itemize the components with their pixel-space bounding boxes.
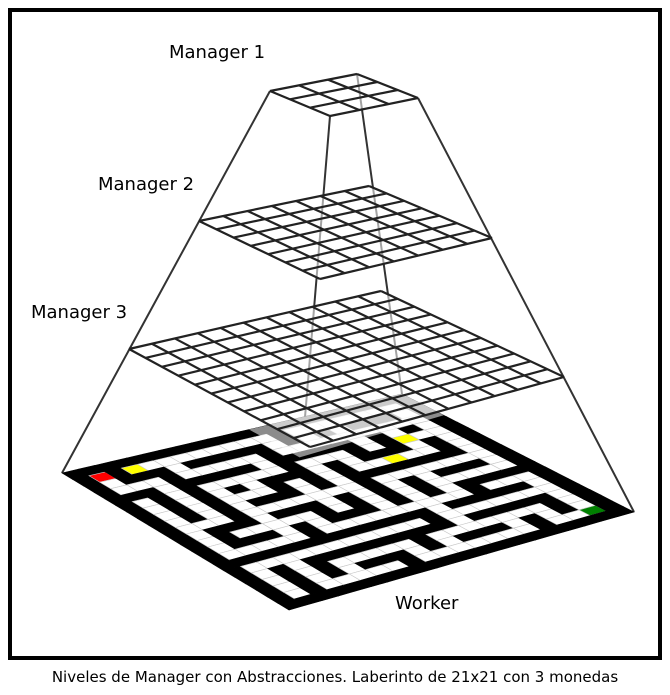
grid-line: [222, 215, 346, 275]
grid-plane: [129, 291, 564, 447]
grid-line: [265, 316, 450, 410]
grid-line: [298, 84, 360, 112]
grid-line: [293, 368, 548, 440]
pyramid-edge-L: [61, 90, 271, 474]
worker-label: Worker: [395, 593, 459, 614]
worker-maze-layer: [61, 393, 635, 611]
grid-line: [356, 72, 419, 100]
pyramid-edge-R: [417, 97, 635, 513]
grid-line: [368, 184, 493, 240]
grid-line: [243, 321, 426, 417]
grid-line: [327, 78, 390, 106]
grid-line: [357, 295, 542, 385]
grid-line: [380, 290, 565, 378]
manager-3-label: Manager 3: [31, 302, 127, 323]
grid-line: [220, 326, 403, 423]
grid-line: [288, 311, 473, 404]
grid-line: [174, 337, 357, 436]
manager-2-label: Manager 2: [98, 174, 194, 195]
grid-line: [247, 210, 370, 269]
grid-line: [151, 342, 334, 442]
manager-1-label: Manager 1: [169, 42, 265, 63]
grid-line: [178, 313, 432, 377]
grid-line: [289, 80, 378, 101]
grid-line: [309, 375, 565, 449]
grid-line: [128, 289, 382, 351]
grid-line: [197, 332, 380, 429]
grid-line: [227, 336, 482, 404]
grid-line: [128, 348, 311, 448]
grid-line: [161, 305, 415, 368]
grid-line: [285, 222, 458, 264]
grid-line: [319, 236, 493, 281]
grid-line: [211, 329, 465, 395]
grid-line: [269, 72, 358, 93]
grid-line: [233, 199, 405, 239]
manager-2-grid-layer: [198, 184, 493, 281]
grid-line: [243, 344, 498, 413]
grid-line: [216, 192, 387, 231]
grid-line: [329, 96, 419, 118]
grid-line: [260, 352, 515, 422]
grid-line: [295, 199, 419, 257]
grid-line: [334, 300, 519, 391]
grid-line: [198, 184, 370, 223]
grid-line: [267, 214, 440, 256]
grid-line: [145, 297, 398, 359]
grid-line: [194, 321, 448, 386]
figure-caption: Niveles de Manager con Abstracciones. La…: [52, 668, 619, 686]
grid-line: [344, 189, 468, 245]
manager-3-grid-layer: [128, 289, 565, 449]
grid-line: [311, 305, 496, 398]
grid-line: [276, 360, 532, 431]
grid-line: [271, 204, 395, 263]
grid-line: [309, 88, 398, 109]
grid-line: [269, 89, 331, 118]
grid-line: [319, 194, 444, 251]
manager-1-grid-layer: [269, 72, 419, 118]
grid-line: [250, 207, 422, 247]
grid-line: [198, 220, 321, 280]
maze-wall-cell: [605, 506, 635, 518]
grid-line: [302, 229, 475, 272]
